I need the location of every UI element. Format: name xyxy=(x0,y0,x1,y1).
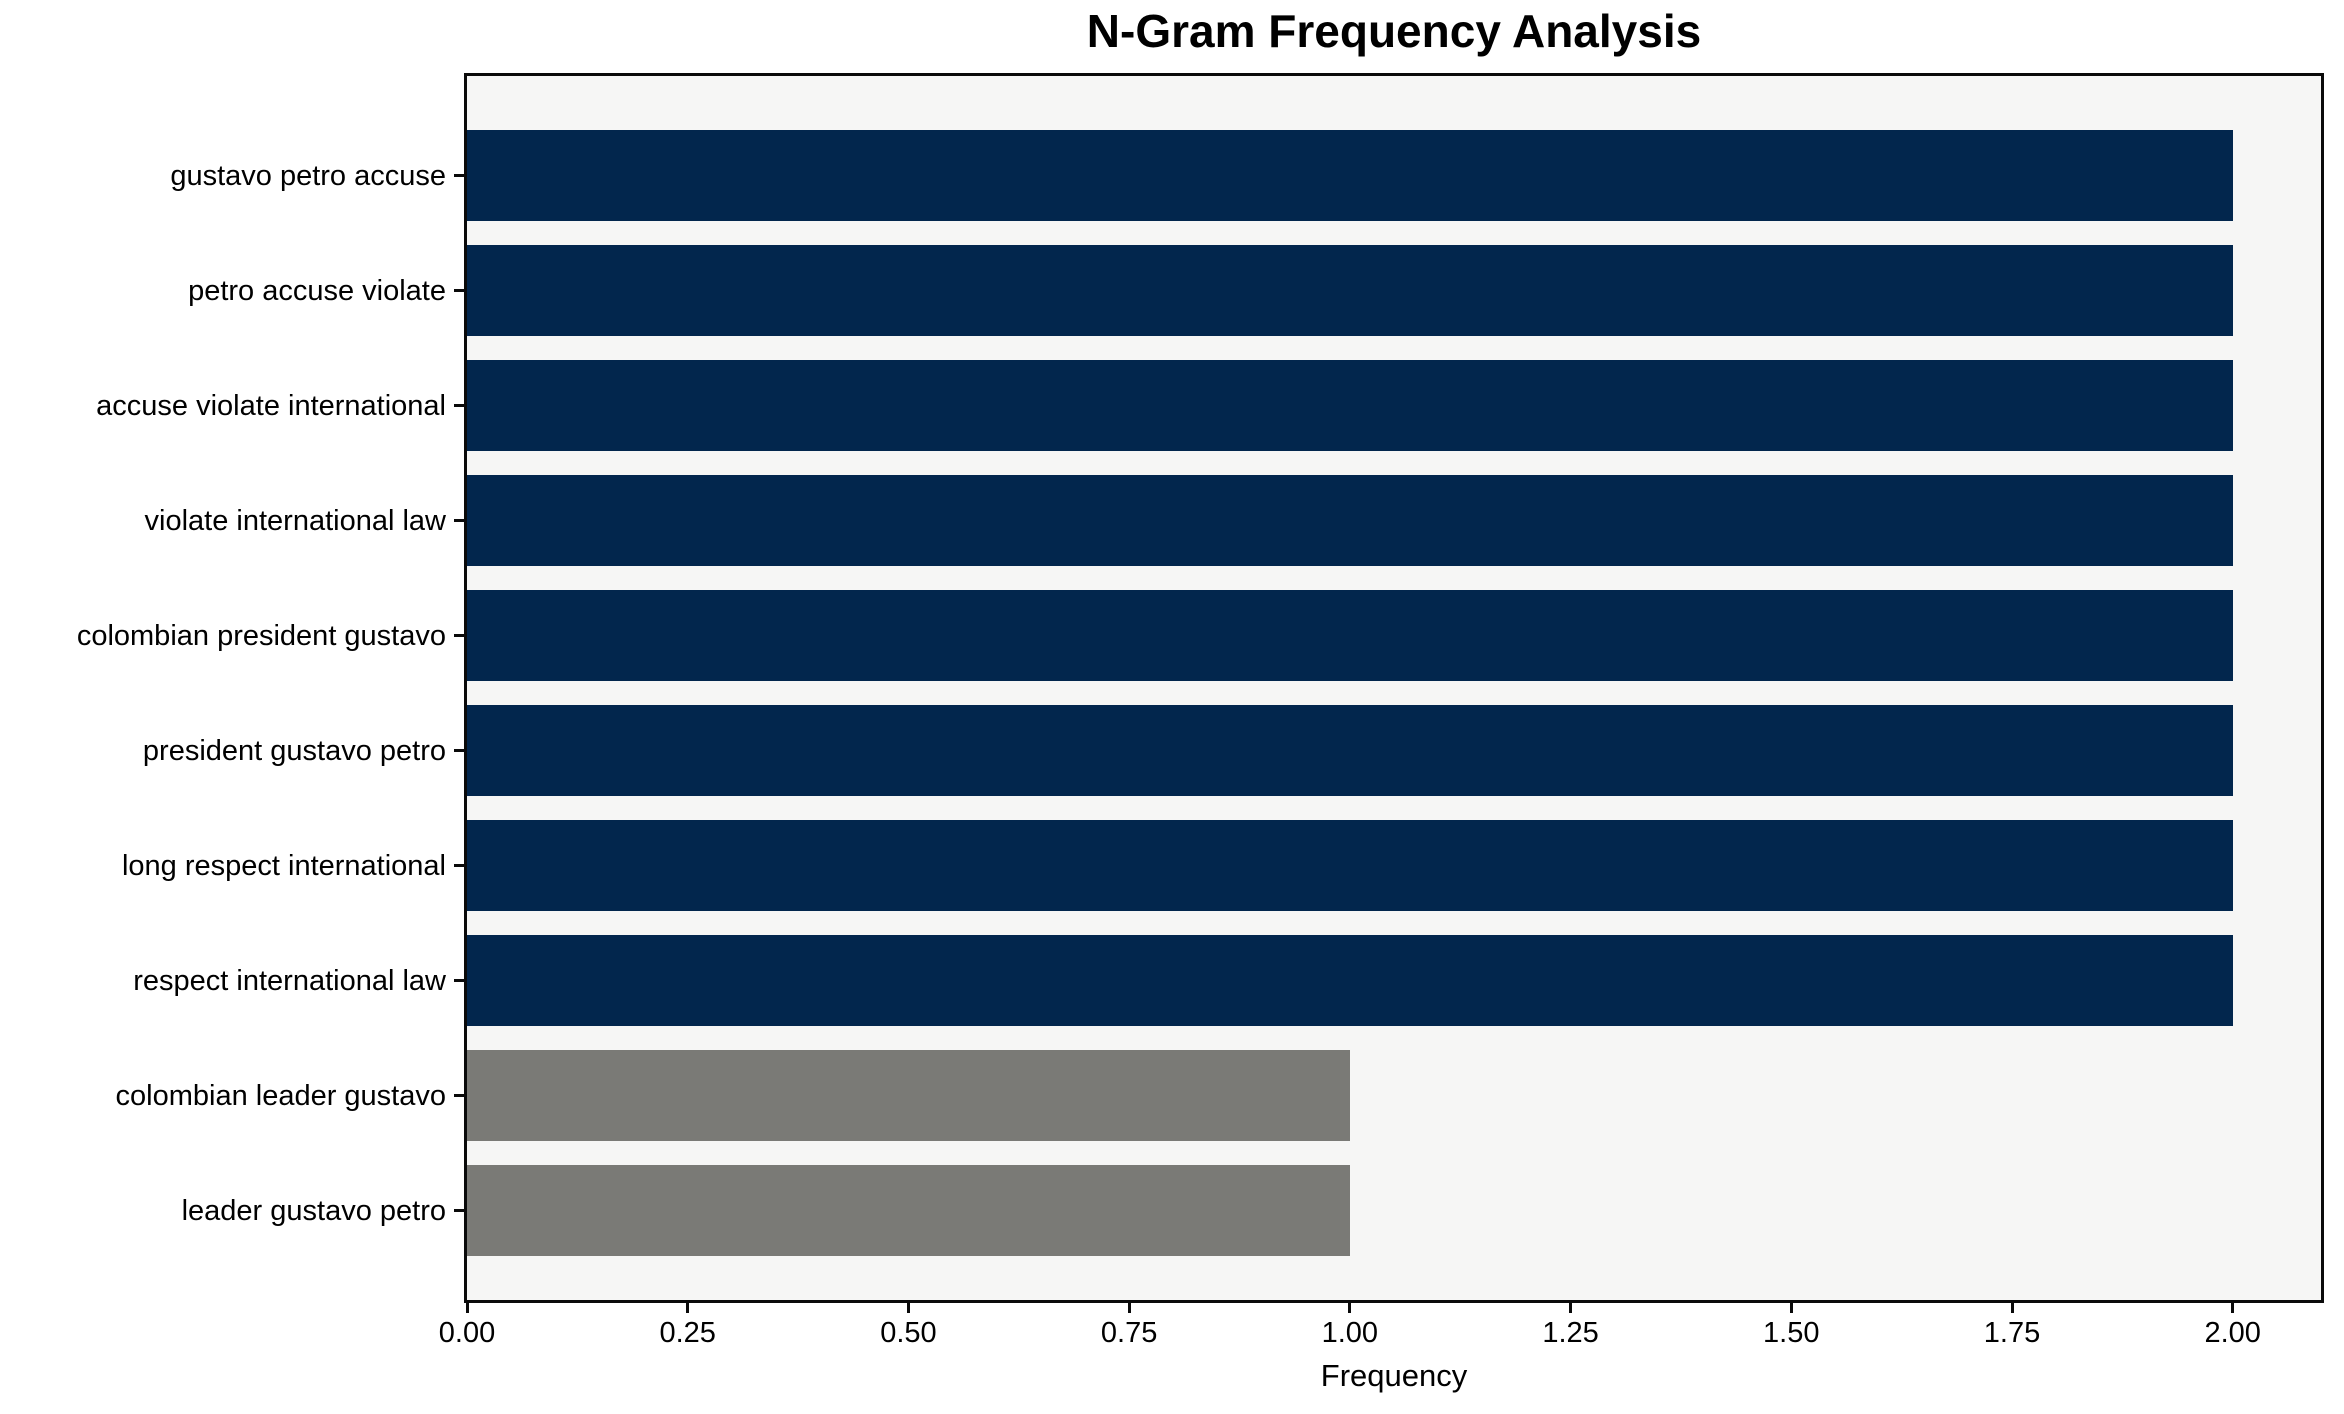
bar-row xyxy=(467,233,2321,348)
y-tick-label: respect international law xyxy=(133,964,446,997)
bar-row xyxy=(467,808,2321,923)
y-tick-mark xyxy=(454,174,464,177)
y-tick-label: gustavo petro accuse xyxy=(170,159,446,192)
y-tick-label: colombian leader gustavo xyxy=(115,1079,446,1112)
x-tick-mark xyxy=(1789,1303,1793,1313)
x-tick-label: 0.25 xyxy=(659,1317,716,1349)
bar xyxy=(467,820,2233,911)
y-tick-mark xyxy=(454,1209,464,1212)
x-tick-mark xyxy=(465,1303,469,1313)
bar-row xyxy=(467,578,2321,693)
y-tick-label: petro accuse violate xyxy=(188,274,446,307)
y-tick-mark xyxy=(454,634,464,637)
x-tick-label: 1.75 xyxy=(1983,1317,2041,1349)
x-tick-label: 0.50 xyxy=(880,1317,937,1349)
bar-row xyxy=(467,1038,2321,1153)
y-tick-mark xyxy=(454,979,464,982)
y-tick-label: long respect international xyxy=(121,849,446,882)
y-tick-mark xyxy=(454,749,464,752)
x-axis-title: Frequency xyxy=(1320,1358,1468,1393)
plot-area xyxy=(464,73,2324,1303)
bar-row xyxy=(467,1153,2321,1268)
x-tick-mark xyxy=(906,1303,910,1313)
y-tick-mark xyxy=(454,519,464,522)
bar xyxy=(467,475,2233,566)
bar-row xyxy=(467,693,2321,808)
x-tick-label: 1.50 xyxy=(1763,1317,1820,1349)
x-tick-mark xyxy=(2010,1303,2014,1313)
x-tick-label: 1.25 xyxy=(1542,1317,1599,1349)
y-tick-label: violate international law xyxy=(144,504,446,537)
x-tick-mark xyxy=(1569,1303,1573,1313)
bar xyxy=(467,935,2233,1026)
chart-title: N-Gram Frequency Analysis xyxy=(1086,5,1702,57)
x-tick-mark xyxy=(1348,1303,1352,1313)
y-tick-label: accuse violate international xyxy=(96,389,446,422)
x-tick-label: 0.75 xyxy=(1100,1317,1158,1349)
bar xyxy=(467,705,2233,796)
y-tick-label: president gustavo petro xyxy=(142,734,446,767)
bar-row xyxy=(467,118,2321,233)
bar xyxy=(467,590,2233,681)
y-tick-label: colombian president gustavo xyxy=(76,619,446,652)
bar xyxy=(467,360,2233,451)
bar-row xyxy=(467,463,2321,578)
y-tick-label: leader gustavo petro xyxy=(181,1194,446,1227)
y-tick-mark xyxy=(454,1094,464,1097)
bar-row xyxy=(467,348,2321,463)
x-tick-mark xyxy=(686,1303,690,1313)
bar xyxy=(467,1050,1350,1141)
bar xyxy=(467,245,2233,336)
x-tick-label: 0.00 xyxy=(438,1317,496,1349)
x-tick-label: 2.00 xyxy=(2204,1317,2261,1349)
x-tick-mark xyxy=(2231,1303,2235,1313)
x-tick-label: 1.00 xyxy=(1321,1317,1379,1349)
bar xyxy=(467,1165,1350,1256)
y-tick-mark xyxy=(454,404,464,407)
y-tick-mark xyxy=(454,864,464,867)
y-tick-mark xyxy=(454,289,464,292)
x-tick-mark xyxy=(1127,1303,1131,1313)
bar xyxy=(467,130,2233,221)
bar-row xyxy=(467,923,2321,1038)
